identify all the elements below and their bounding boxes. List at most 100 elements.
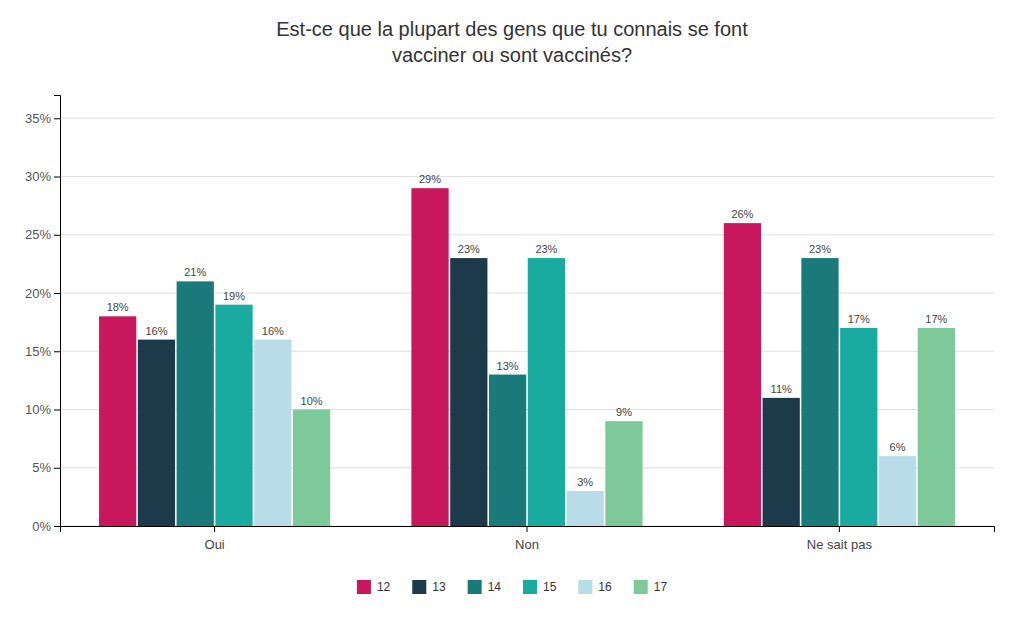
x-tick-mark <box>839 526 840 532</box>
legend-swatch <box>468 580 482 594</box>
x-tick: Oui <box>205 526 225 552</box>
legend-swatch <box>523 580 537 594</box>
legend-item: 15 <box>523 580 557 594</box>
y-tick-mark <box>54 293 60 294</box>
legend-swatch <box>578 580 592 594</box>
y-tick-mark <box>54 177 60 178</box>
legend-swatch <box>357 580 371 594</box>
data-label: 11% <box>771 383 792 395</box>
x-tick: Non <box>515 526 539 552</box>
legend-item: 17 <box>634 580 668 594</box>
x-tick-label: Oui <box>205 537 225 552</box>
data-label: 23% <box>458 243 480 255</box>
bar <box>763 398 800 526</box>
legend-label: 14 <box>488 580 502 594</box>
y-tick-label: 10% <box>25 402 51 417</box>
title-line: Est-ce que la plupart des gens que tu co… <box>276 18 748 40</box>
data-label: 13% <box>497 360 519 372</box>
data-label: 6% <box>890 441 906 453</box>
y-tick-mark <box>54 118 60 119</box>
y-tick-label: 25% <box>25 227 51 242</box>
y-tick-mark <box>54 468 60 469</box>
bar <box>138 340 175 526</box>
y-tick-label: 15% <box>25 344 51 359</box>
legend-label: 16 <box>598 580 612 594</box>
chart: Est-ce que la plupart des gens que tu co… <box>0 0 1024 621</box>
bar <box>254 340 291 526</box>
data-label: 10% <box>301 395 323 407</box>
data-label: 17% <box>925 313 947 325</box>
legend-label: 12 <box>377 580 391 594</box>
bar <box>177 281 214 526</box>
y-axis: 0% 5% 10% 15% 20% 25% 30% 35% <box>25 96 61 534</box>
legend-item: 13 <box>412 580 446 594</box>
bar <box>528 258 565 526</box>
data-label: 3% <box>577 476 593 488</box>
x-axis-line <box>61 527 995 533</box>
legend: 12 13 14 15 16 17 <box>357 580 667 594</box>
bar <box>801 258 838 526</box>
legend-item: 14 <box>468 580 502 594</box>
y-tick-label: 5% <box>32 460 51 475</box>
data-label: 26% <box>731 208 753 220</box>
grid-line <box>60 234 994 235</box>
x-axis: Oui Non Ne sait pas <box>61 526 995 552</box>
legend-swatch <box>634 580 648 594</box>
legend-label: 15 <box>543 580 557 594</box>
bar <box>605 421 642 526</box>
bar <box>918 328 955 526</box>
y-tick-mark <box>54 526 60 527</box>
legend-swatch <box>412 580 426 594</box>
y-tick: 15% <box>25 344 60 359</box>
x-tick-mark <box>527 526 528 532</box>
y-tick-label: 35% <box>25 111 51 126</box>
y-tick-label: 20% <box>25 286 51 301</box>
legend-item: 16 <box>578 580 612 594</box>
x-tick-label: Ne sait pas <box>807 537 873 552</box>
bar <box>879 456 916 526</box>
data-label: 16% <box>145 325 167 337</box>
bar <box>215 305 252 526</box>
bars <box>99 188 955 526</box>
y-tick: 5% <box>32 460 60 475</box>
title-line: vacciner ou sont vaccinés? <box>392 44 632 66</box>
grid <box>60 118 994 526</box>
data-labels: 18% 29% 26% 16% 23% 11% 21% 13% 23% 19% 23% 17% 16% 3… <box>107 173 948 488</box>
bar <box>840 328 877 526</box>
data-label: 19% <box>223 290 245 302</box>
x-tick-mark <box>214 526 215 532</box>
y-tick: 25% <box>25 227 60 242</box>
legend-label: 17 <box>654 580 668 594</box>
y-tick-mark <box>54 351 60 352</box>
data-label: 23% <box>809 243 831 255</box>
y-tick-mark <box>54 410 60 411</box>
data-label: 18% <box>107 301 129 313</box>
data-label: 29% <box>419 173 441 185</box>
y-tick: 20% <box>25 286 60 301</box>
y-tick: 10% <box>25 402 60 417</box>
x-tick-label: Non <box>515 537 539 552</box>
y-tick-label: 30% <box>25 169 51 184</box>
data-label: 21% <box>184 266 206 278</box>
data-label: 17% <box>848 313 870 325</box>
data-label: 9% <box>616 406 632 418</box>
bar <box>99 316 136 526</box>
bar <box>489 375 526 526</box>
y-tick: 30% <box>25 169 60 184</box>
plot: 18% 29% 26% 16% 23% 11% 21% 13% 23% 19% 23% 17% 16% 3… <box>25 96 995 553</box>
data-label: 16% <box>262 325 284 337</box>
y-tick: 0% <box>32 519 60 534</box>
bar <box>450 258 487 526</box>
bar <box>293 410 330 526</box>
legend-label: 13 <box>432 580 446 594</box>
bar <box>567 491 604 526</box>
y-tick-label: 0% <box>32 519 51 534</box>
y-tick: 35% <box>25 111 60 126</box>
data-label: 23% <box>535 243 557 255</box>
grid-line <box>60 118 994 119</box>
bar <box>411 188 448 526</box>
x-tick: Ne sait pas <box>807 526 873 552</box>
legend-item: 12 <box>357 580 391 594</box>
grid-line <box>60 176 994 177</box>
title: Est-ce que la plupart des gens que tu co… <box>276 18 748 66</box>
